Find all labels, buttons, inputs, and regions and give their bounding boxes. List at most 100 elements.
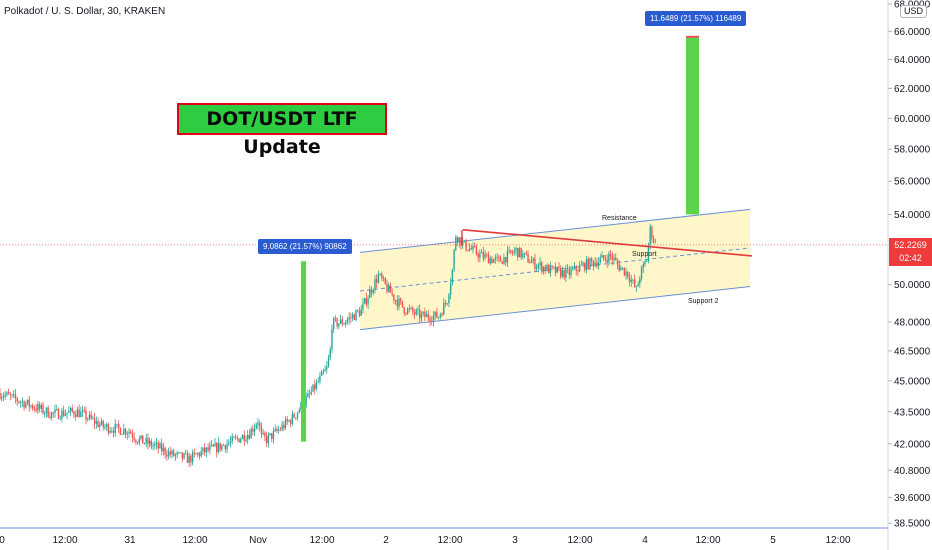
candle-body-231 [396, 300, 399, 307]
candle-body-28 [47, 407, 49, 418]
candle-body-79 [135, 439, 137, 442]
candle-body-143 [245, 439, 247, 442]
candle-body-268 [460, 237, 462, 246]
candle-body-133 [228, 442, 230, 444]
candle-body-203 [348, 317, 350, 320]
candle-body-132 [226, 443, 228, 450]
candle-body-14 [23, 401, 25, 408]
candle-body-334 [573, 266, 576, 269]
candle-body-260 [446, 303, 448, 305]
candle-body-128 [219, 442, 221, 450]
y-tick-label-1: 66.0000 [894, 27, 931, 38]
candle-body-18 [30, 405, 32, 407]
candle-body-256 [439, 314, 442, 318]
candle-body-59 [100, 420, 103, 425]
channel-lower-line [359, 286, 751, 331]
candle-body-200 [343, 323, 345, 325]
candle-body-270 [463, 240, 466, 242]
candle-body-165 [283, 424, 285, 429]
x-tick-label-6: 2 [383, 535, 389, 546]
y-tick-label-10: 46.5000 [894, 346, 931, 357]
candle-body-161 [276, 429, 278, 431]
candle-body-66 [112, 430, 115, 433]
candle-body-337 [578, 265, 581, 272]
candle-body-297 [510, 250, 512, 253]
candle-body-1 [1, 396, 3, 399]
candle-body-276 [474, 246, 476, 247]
candle-body-333 [572, 268, 574, 270]
candle-body-88 [150, 440, 153, 447]
currency-badge[interactable]: USD [900, 5, 928, 18]
candle-body-299 [513, 250, 515, 254]
candle-body-129 [221, 444, 223, 450]
candle-body-320 [549, 265, 552, 274]
candle-body-127 [217, 442, 220, 453]
candle-body-237 [406, 308, 409, 314]
candle-body-352 [604, 258, 607, 260]
candle-body-246 [422, 311, 424, 314]
candle-body-324 [556, 266, 558, 273]
candle-body-358 [615, 257, 617, 261]
candle-body-296 [508, 250, 510, 251]
measure-bar-1 [301, 261, 306, 442]
candle-body-15 [25, 403, 27, 408]
candle-body-125 [214, 443, 216, 447]
candle-body-155 [265, 436, 268, 444]
candle-body-31 [52, 412, 55, 414]
candle-body-259 [444, 302, 447, 304]
candle-body-344 [590, 258, 593, 262]
candle-body-313 [537, 264, 540, 268]
candle-body-183 [314, 384, 316, 390]
price-axis-bg [888, 0, 932, 550]
candle-body-112 [191, 452, 194, 463]
candle-body-25 [42, 404, 44, 414]
symbol-header: Polkadot / U. S. Dollar, 30, KRAKEN [4, 6, 166, 17]
candle-body-248 [425, 314, 428, 317]
candle-body-225 [386, 284, 388, 292]
candle-body-138 [236, 437, 239, 439]
candle-body-81 [138, 438, 141, 444]
candle-body-258 [443, 302, 445, 315]
candle-body-242 [415, 310, 417, 315]
candle-body-318 [546, 265, 548, 271]
candle-body-166 [284, 419, 287, 429]
candle-body-119 [203, 447, 206, 453]
candle-body-317 [544, 266, 546, 271]
candle-body-120 [205, 447, 208, 453]
candle-body-134 [229, 441, 232, 443]
candle-body-228 [391, 292, 393, 295]
candle-body-348 [597, 261, 600, 267]
candle-body-204 [350, 317, 352, 318]
candle-body-291 [499, 257, 502, 262]
candle-body-92 [157, 442, 159, 449]
candle-body-304 [522, 253, 524, 258]
candle-body-216 [370, 289, 373, 293]
candle-body-215 [369, 289, 371, 299]
candle-body-295 [506, 250, 509, 263]
x-tick-label-9: 12:00 [567, 535, 592, 546]
candle-body-361 [620, 267, 622, 271]
candle-body-43 [73, 411, 75, 416]
candle-body-197 [338, 323, 340, 327]
candle-body-368 [632, 279, 634, 281]
candle-body-379 [651, 226, 653, 239]
candle-body-339 [582, 263, 584, 265]
candle-body-210 [360, 309, 362, 316]
candle-body-72 [123, 428, 125, 435]
candle-body-19 [31, 405, 34, 409]
x-tick-label-13: 12:00 [825, 535, 850, 546]
candle-body-137 [234, 437, 237, 439]
x-tick-label-8: 3 [512, 535, 518, 546]
candle-body-5 [7, 392, 10, 395]
candle-body-234 [401, 301, 404, 308]
candle-body-82 [140, 435, 142, 439]
candle-body-63 [107, 424, 110, 433]
candle-body-326 [560, 268, 562, 277]
candle-body-96 [164, 447, 166, 455]
candle-body-109 [186, 453, 189, 463]
candle-body-356 [611, 255, 614, 261]
candle-body-305 [523, 253, 526, 254]
drawing-overlays: Resistance Support Support 2 [0, 35, 888, 442]
candle-body-113 [193, 452, 196, 454]
